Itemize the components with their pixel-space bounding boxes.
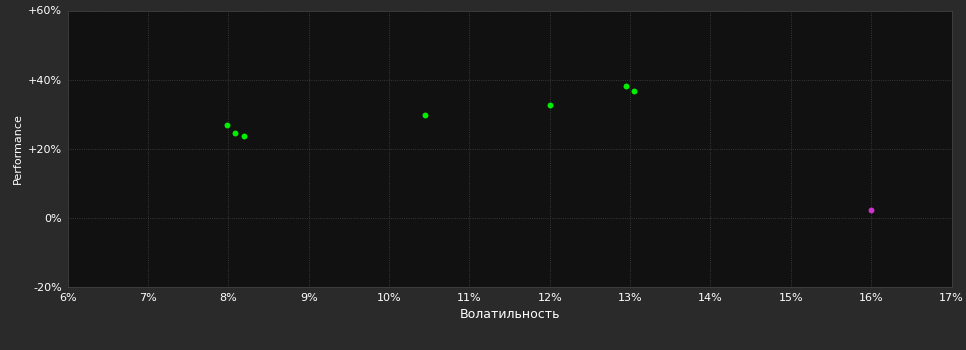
Point [626,88,641,93]
Point [618,83,634,89]
Point [542,102,557,107]
Point [237,133,252,139]
X-axis label: Волатильность: Волатильность [459,308,560,321]
Y-axis label: Performance: Performance [13,113,22,184]
Point [864,208,879,213]
Point [227,131,242,136]
Point [417,112,433,118]
Point [219,122,235,127]
